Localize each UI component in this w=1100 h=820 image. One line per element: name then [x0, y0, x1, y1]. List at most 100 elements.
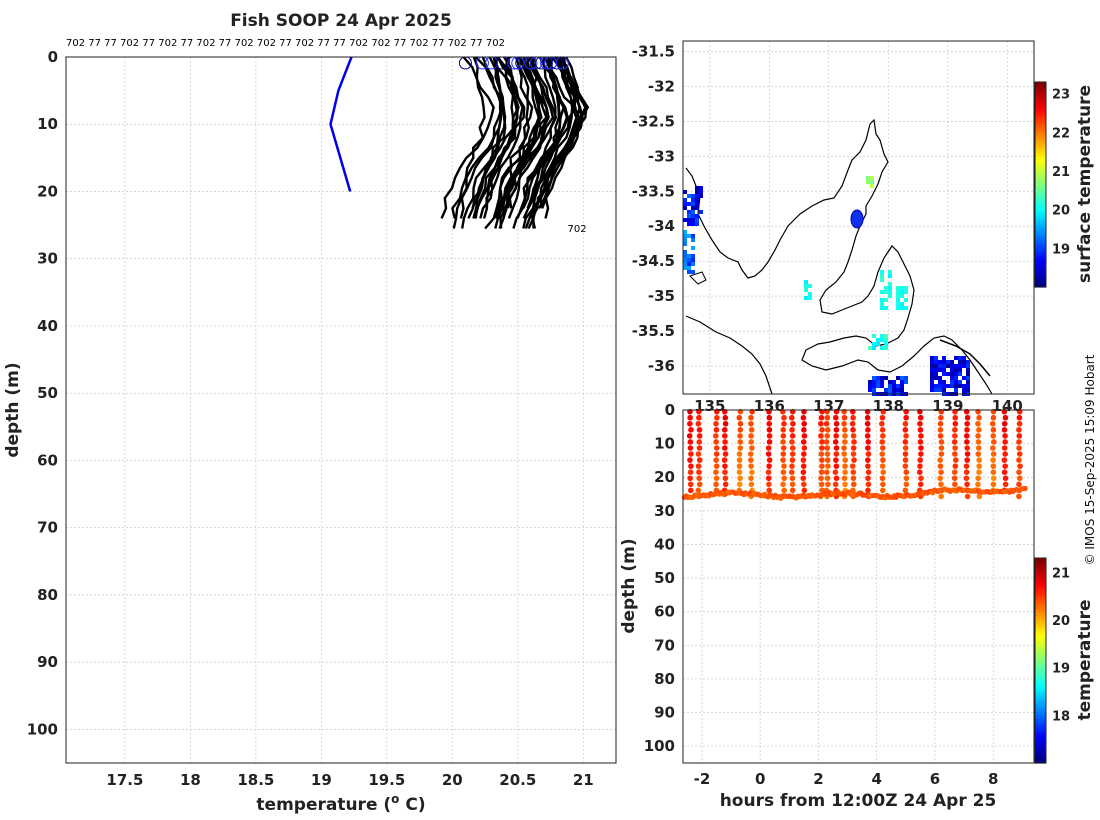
cast-sample: [687, 439, 694, 445]
cast-sample: [964, 451, 971, 457]
colorbar-segment: [1035, 647, 1046, 652]
cast-sample: [952, 481, 958, 488]
colorbar-segment: [1035, 641, 1046, 646]
cast-sample: [1016, 451, 1023, 457]
colorbar-segment: [1035, 114, 1046, 118]
cast-sample: [736, 457, 743, 463]
cast-sample: [902, 427, 909, 433]
colorbar-segment: [1035, 210, 1046, 214]
sst-pixel: [958, 360, 962, 364]
sst-pixel: [691, 194, 695, 198]
cast-sample: [833, 420, 840, 427]
cast-sample: [952, 420, 959, 427]
sst-pixel: [904, 376, 908, 380]
sst-pixel: [880, 334, 884, 338]
sst-pixel: [687, 270, 691, 274]
cast-sample: [749, 445, 755, 451]
hour-tick-label: 4: [871, 770, 881, 788]
sst-pixel: [804, 288, 808, 292]
cast-sample: [976, 463, 982, 469]
colorbar-segment: [1035, 586, 1046, 591]
sst-pixel: [934, 372, 938, 376]
profile-line: [459, 56, 503, 219]
cast-sample: [938, 451, 945, 457]
colorbar-segment: [1035, 216, 1046, 221]
cast-sample: [880, 469, 887, 475]
sst-pixel: [958, 372, 962, 376]
sst-pixel: [950, 368, 954, 372]
sst-pixel: [938, 360, 942, 364]
profile-line: [467, 56, 507, 219]
colorbar-segment: [1035, 634, 1046, 639]
sst-pixel: [900, 290, 904, 294]
cast-sample: [748, 475, 754, 482]
profile-line: [512, 56, 557, 229]
sst-pixel: [930, 388, 934, 392]
sst-pixel: [804, 284, 808, 288]
cast-sample: [841, 414, 848, 421]
colorbar-segment: [1035, 235, 1046, 240]
colorbar-segment: [1035, 226, 1046, 230]
sst-pixel: [946, 364, 950, 368]
cast-sample: [1017, 463, 1023, 469]
cast-sample: [688, 451, 694, 457]
colorbar-segment: [1035, 714, 1046, 719]
sst-pixel: [880, 376, 884, 380]
cast-sample: [722, 451, 729, 457]
cast-sample: [789, 427, 795, 433]
coastline-south: [685, 315, 773, 395]
cast-sample: [865, 487, 871, 494]
colorbar-segment: [1035, 98, 1046, 102]
cast-sample: [688, 463, 694, 469]
y-tick-label: 20: [654, 468, 675, 486]
colorbar-segment: [1035, 692, 1046, 697]
sst-pixel: [958, 364, 962, 368]
profile-x-label: temperature (o C): [256, 792, 425, 815]
sst-pixel: [950, 360, 954, 364]
cast-sample: [722, 445, 728, 451]
sst-pixel: [938, 388, 942, 392]
cast-sample: [865, 439, 872, 445]
colorbar-segment: [1035, 705, 1046, 710]
cast-sample: [687, 469, 694, 475]
cast-sample: [841, 445, 847, 451]
cast-sample: [781, 420, 787, 427]
cast-sample: [789, 457, 796, 463]
cast-sample: [879, 420, 885, 427]
cast-sample: [865, 481, 872, 488]
cast-sample: [722, 481, 729, 488]
y-tick-label: 40: [37, 317, 58, 335]
cast-sample: [765, 451, 772, 457]
colorbar-segment: [1035, 222, 1046, 227]
cast-sample: [964, 439, 970, 445]
colorbar-tick-label: 18: [1052, 709, 1070, 724]
profile-line: [544, 56, 584, 219]
sst-pixel: [884, 334, 888, 338]
cast-sample: [780, 439, 786, 445]
cast-sample: [818, 475, 824, 482]
cast-sample: [722, 439, 728, 445]
cast-sample: [737, 420, 744, 427]
cast-sample: [917, 463, 923, 469]
colorbar-segment: [1035, 158, 1046, 163]
sst-pixel: [884, 306, 888, 310]
colorbar-segment: [1035, 756, 1046, 761]
cast-sample: [766, 427, 773, 433]
sst-pixel: [699, 190, 703, 194]
cast-sample: [687, 475, 693, 482]
cast-sample: [976, 427, 982, 433]
sst-pixel: [892, 380, 896, 384]
sst-pixel: [942, 372, 946, 376]
lat-tick-label: -34.5: [632, 252, 675, 270]
sst-pixel: [962, 364, 966, 368]
map-colorbar-label: surface temperature: [1075, 85, 1095, 283]
colorbar-segment: [1035, 657, 1046, 662]
cast-sample: [917, 414, 924, 421]
profile-line: [499, 56, 549, 229]
sst-pixel: [691, 234, 695, 238]
cast-sample: [937, 433, 944, 439]
cast-sample: [903, 475, 910, 482]
timeseries-colorbar-label: temperature: [1075, 599, 1095, 720]
cast-sample: [851, 481, 857, 488]
